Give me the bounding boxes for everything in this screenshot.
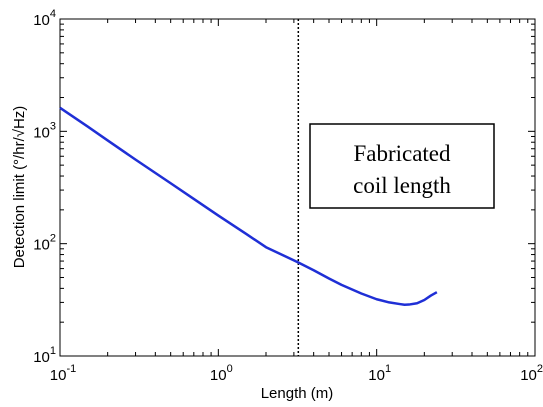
x-tick-exponent: 0 [227,363,233,375]
annotation-line-2: coil length [353,173,451,198]
x-tick-exponent: -1 [66,363,76,375]
y-tick-base: 10 [33,12,50,29]
x-tick-exponent: 2 [537,363,543,375]
y-tick-exponent: 3 [50,120,56,132]
x-tick-label: 10-1 [50,363,76,384]
detection-limit-curve [59,106,438,306]
x-tick-labels: 10-1 100 101 102 [50,363,543,384]
y-tick-base: 10 [33,349,50,366]
y-tick-exponent: 4 [50,8,56,20]
x-tick-label: 100 [210,363,233,384]
axis-ticks [59,19,535,357]
y-tick-exponent: 1 [50,345,56,357]
annotation-line-1: Fabricated [353,141,451,166]
y-axis-label: Detection limit (°/hr/√Hz) [11,106,28,269]
y-tick-label: 103 [33,120,56,141]
x-axis-label: Length (m) [261,385,334,402]
x-tick-base: 10 [210,367,227,384]
x-tick-exponent: 1 [385,363,391,375]
y-tick-label: 102 [33,233,56,254]
x-tick-base: 10 [50,367,67,384]
y-tick-label: 104 [33,8,56,29]
y-tick-base: 10 [33,237,50,254]
x-tick-base: 10 [368,367,385,384]
y-tick-base: 10 [33,124,50,141]
annotation-box: Fabricated coil length [309,123,495,209]
y-tick-exponent: 2 [50,233,56,245]
y-tick-label: 101 [33,345,56,366]
x-tick-label: 101 [368,363,391,384]
x-tick-label: 102 [520,363,543,384]
x-tick-base: 10 [520,367,537,384]
